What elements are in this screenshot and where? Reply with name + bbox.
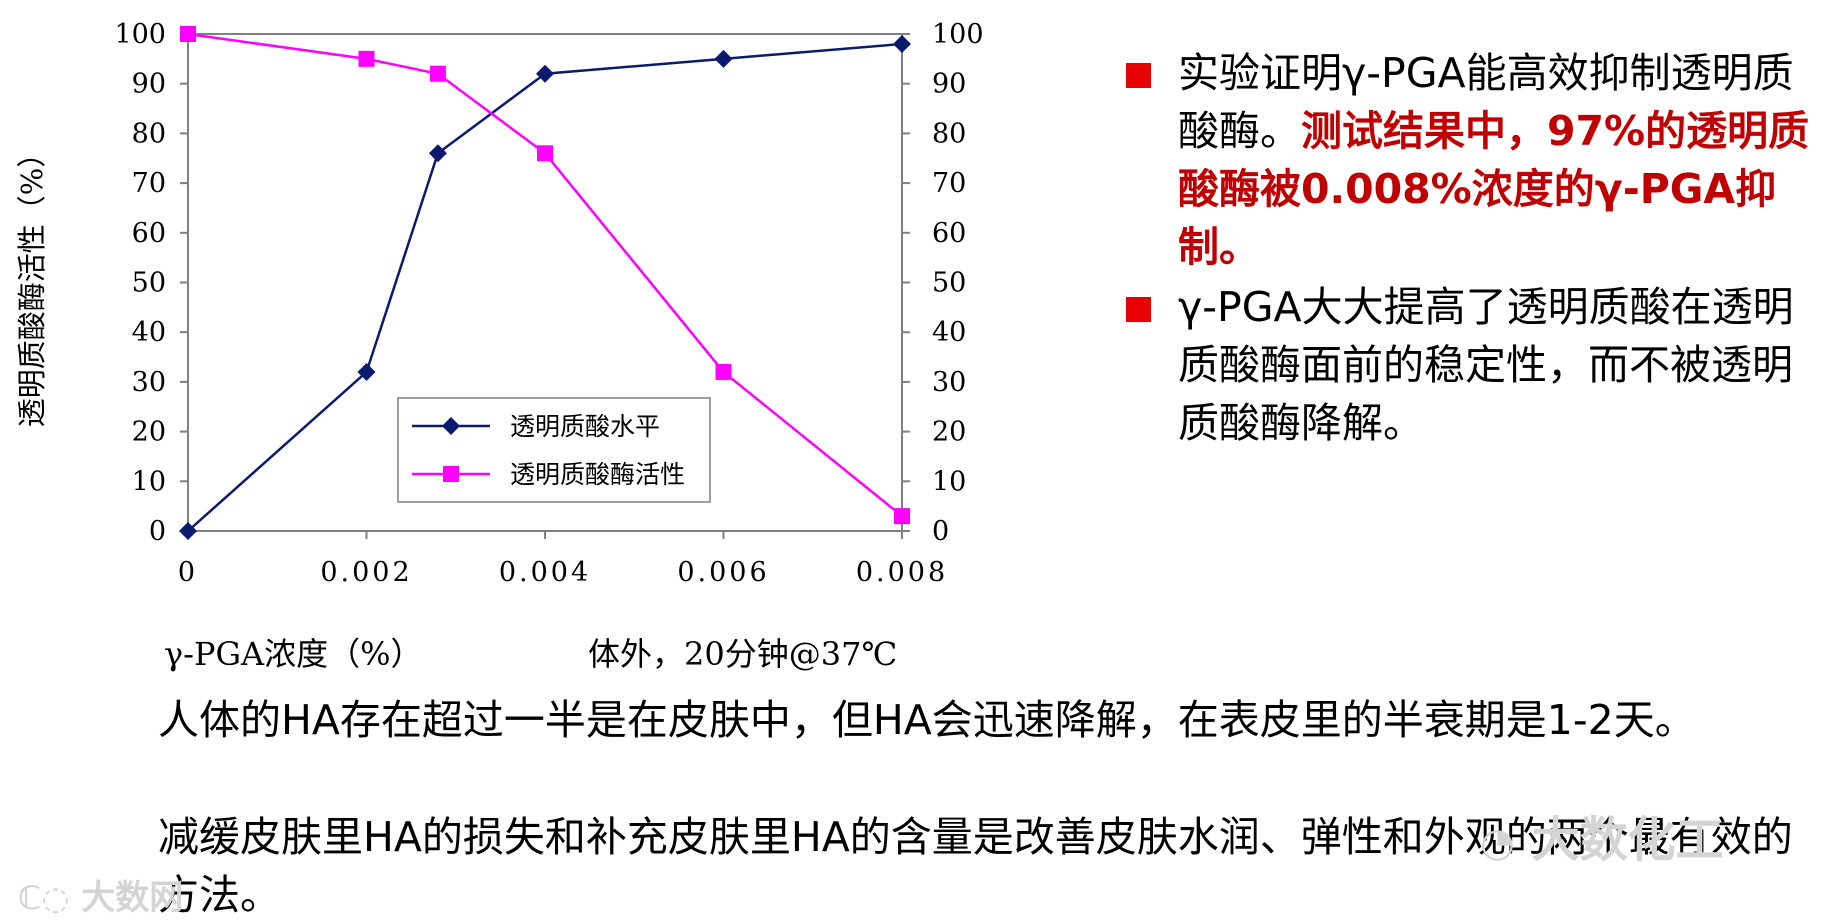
- y-tick-label-left: 40: [132, 317, 166, 348]
- y-tick-label-left: 80: [132, 118, 166, 149]
- x-tick-label: 0.006: [677, 557, 769, 588]
- wechat-icon: ◔: [1480, 820, 1515, 866]
- data-point-diamond: [893, 34, 911, 53]
- paragraph-ha-skin: 人体的HA存在超过一半是在皮肤中，但HA会迅速降解，在表皮里的半衰期是1-2天。: [158, 696, 1696, 744]
- y-tick-label-right: 20: [932, 417, 966, 448]
- bullet-item: γ-PGA大大提高了透明质酸在透明质酸酶面前的稳定性，而不被透明质酸酶降解。: [1118, 278, 1818, 452]
- data-point-diamond: [357, 362, 376, 381]
- bullet-list: 实验证明γ-PGA能高效抑制透明质酸酶。测试结果中，97%的透明质酸酶被0.00…: [1118, 44, 1818, 454]
- data-point-square: [180, 26, 196, 42]
- y-tick-label-right: 100: [932, 19, 984, 50]
- bullet-square-icon: [1126, 63, 1151, 88]
- x-tick-label: 0: [178, 557, 198, 588]
- legend-label: 透明质酸水平: [510, 412, 660, 441]
- y-axis-label-left: 透明质酸酶活性（%）: [15, 139, 49, 428]
- data-point-square: [715, 363, 732, 380]
- y-tick-label-right: 10: [932, 466, 966, 497]
- data-point-square: [429, 65, 446, 82]
- legend-box: [397, 397, 711, 503]
- y-tick-label-left: 20: [132, 417, 166, 448]
- bullet-square-icon: [1126, 297, 1151, 322]
- x-tick-label: 0.004: [499, 557, 591, 588]
- bullet-text: γ-PGA大大提高了透明质酸在透明质酸酶面前的稳定性，而不被透明质酸酶降解。: [1178, 283, 1794, 447]
- y-tick-label-right: 40: [932, 317, 966, 348]
- bullet-item: 实验证明γ-PGA能高效抑制透明质酸酶。测试结果中，97%的透明质酸酶被0.00…: [1118, 44, 1818, 276]
- y-tick-label-right: 70: [932, 168, 966, 199]
- data-point-diamond: [536, 64, 554, 83]
- chart-note: 体外，20分钟@37℃: [588, 635, 897, 673]
- y-tick-label-left: 50: [132, 268, 166, 299]
- y-tick-label-left: 70: [132, 168, 166, 199]
- watermark-left: ℂ◌ 大数网: [18, 870, 183, 919]
- data-point-diamond: [714, 49, 733, 68]
- data-point-square: [537, 145, 553, 162]
- legend-marker-square: [443, 466, 459, 482]
- data-point-diamond: [179, 522, 197, 540]
- paragraph-ha-methods: 减缓皮肤里HA的损失和补充皮肤里HA的含量是改善皮肤水润、弹性和外观的两个最有效…: [158, 813, 1793, 919]
- y-tick-label-right: 0: [932, 516, 949, 547]
- x-tick-label: 0.002: [320, 557, 412, 588]
- series-line: [187, 32, 903, 518]
- y-tick-label-right: 90: [932, 69, 966, 100]
- data-point-square: [894, 508, 910, 525]
- chart-labels: 透明质酸酶活性（%）透明质酸水平（%）γ-PGA浓度（%）体外，20分钟@37℃: [15, 139, 897, 673]
- y-tick-label-right: 60: [932, 218, 966, 249]
- bullet-highlight: 测试结果中，97%的透明质酸酶被0.008%浓度的γ-PGA抑制。: [1178, 107, 1810, 271]
- watermark-left-text: 大数网: [81, 878, 184, 918]
- y-tick-label-right: 80: [932, 118, 966, 149]
- y-tick-label-left: 10: [132, 466, 166, 497]
- y-tick-label-left: 100: [114, 19, 166, 50]
- legend-label: 透明质酸酶活性: [510, 460, 685, 489]
- data-point-diamond: [428, 144, 447, 163]
- legend-marker-diamond: [442, 417, 460, 435]
- y-tick-label-right: 30: [932, 367, 966, 398]
- y-tick-label-left: 0: [149, 516, 166, 547]
- y-tick-label-right: 50: [932, 268, 966, 299]
- y-tick-label-left: 60: [132, 218, 166, 249]
- watermark-right: ◔ 大数化工: [1480, 800, 1724, 870]
- data-point-square: [358, 50, 375, 67]
- x-axis-label: γ-PGA浓度（%）: [164, 635, 423, 673]
- chart-series: [179, 26, 911, 540]
- watermark-logo-icon: ℂ◌: [18, 879, 70, 917]
- x-tick-label: 0.008: [856, 557, 948, 588]
- bullet-text: 实验证明γ-PGA能高效抑制透明质酸酶。: [1178, 49, 1794, 155]
- y-tick-label-left: 90: [132, 69, 166, 100]
- watermark-right-text: 大数化工: [1531, 812, 1724, 868]
- y-tick-label-left: 30: [132, 367, 166, 398]
